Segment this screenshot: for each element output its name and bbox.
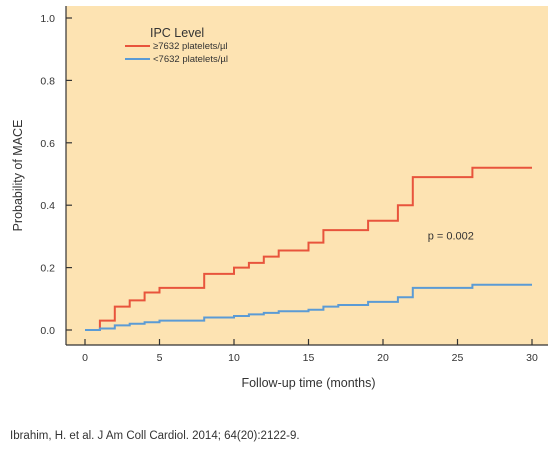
legend-title: IPC Level [150,26,204,40]
series-low-ipc-line [85,283,532,331]
y-tick-label: 1.0 [40,13,55,25]
plot-background [66,6,548,345]
x-tick-label: 5 [157,352,163,364]
citation: Ibrahim, H. et al. J Am Coll Cardiol. 20… [10,430,300,442]
y-axis-label: Probability of MACE [11,120,25,232]
kaplan-meier-chart: 0.0 0.2 0.4 0.6 0.8 1.0 0 5 10 15 20 25 30 IPC Leve… [11,6,548,390]
p-value-annotation: p = 0.002 [428,231,474,243]
series-high-ipc-line [85,166,532,331]
y-tick-label: 0.6 [40,138,55,150]
legend-entry-label: ≥7632 platelets/µl [153,41,228,52]
y-axis: 0.0 0.2 0.4 0.6 0.8 1.0 [40,6,72,345]
y-tick-label: 0.8 [40,75,55,87]
x-tick-label: 15 [303,352,315,364]
y-tick-label: 0.2 [40,263,55,275]
y-tick-label: 0.0 [40,325,55,337]
x-tick-label: 20 [377,352,389,364]
legend: IPC Level≥7632 platelets/µl <7632 platele… [125,26,228,65]
legend-entry-label: <7632 platelets/µl [153,54,228,65]
x-tick-label: 25 [452,352,464,364]
x-tick-label: 30 [526,352,538,364]
y-tick-label: 0.4 [40,200,55,212]
x-tick-label: 10 [228,352,240,364]
x-tick-label: 0 [82,352,88,364]
x-axis: 0 5 10 15 20 25 30 [66,339,548,364]
series-layer [85,166,532,331]
x-axis-label: Follow-up time (months) [241,376,375,390]
